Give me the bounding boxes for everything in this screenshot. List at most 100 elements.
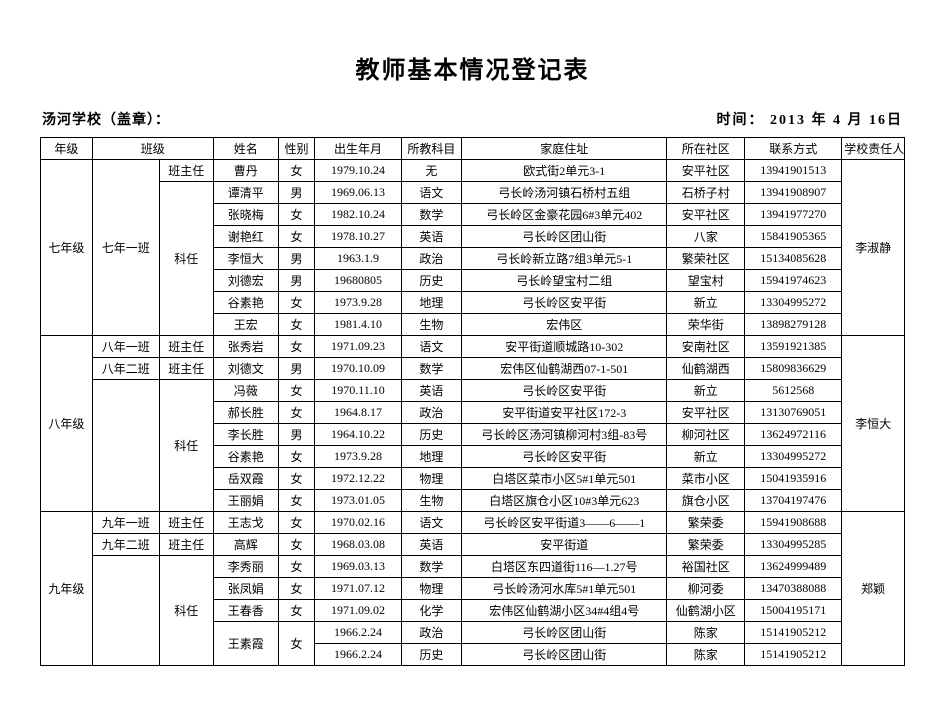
birth-cell: 1966.2.24 bbox=[315, 644, 401, 666]
subject-cell: 历史 bbox=[401, 424, 461, 446]
birth-cell: 1981.4.10 bbox=[315, 314, 401, 336]
table-row: 科任谭清平男1969.06.13语文弓长岭汤河镇石桥村五组石桥子村1394190… bbox=[41, 182, 905, 204]
gender-cell: 男 bbox=[278, 424, 315, 446]
responsible-cell: 郑颖 bbox=[842, 512, 905, 666]
phone-cell: 13470388088 bbox=[745, 578, 842, 600]
gender-cell: 男 bbox=[278, 182, 315, 204]
th-class: 班级 bbox=[92, 138, 213, 160]
grade-cell: 七年级 bbox=[41, 160, 93, 336]
name-cell: 岳双霞 bbox=[213, 468, 278, 490]
table-row: 科任李秀丽女1969.03.13数学白塔区东四道街116—1.27号裕国社区13… bbox=[41, 556, 905, 578]
th-name: 姓名 bbox=[213, 138, 278, 160]
community-cell: 繁荣委 bbox=[667, 534, 745, 556]
table-row: 九年级 九年一班 班主任 王志戈女1970.02.16语文弓长岭区安平街道3——… bbox=[41, 512, 905, 534]
responsible-cell: 李淑静 bbox=[842, 160, 905, 336]
community-cell: 安平社区 bbox=[667, 160, 745, 182]
name-cell: 王素霞 bbox=[213, 622, 278, 666]
birth-cell: 1969.03.13 bbox=[315, 556, 401, 578]
gender-cell: 女 bbox=[278, 336, 315, 358]
phone-cell: 13624999489 bbox=[745, 556, 842, 578]
phone-cell: 13591921385 bbox=[745, 336, 842, 358]
gender-cell: 女 bbox=[278, 534, 315, 556]
role-cell: 科任 bbox=[159, 556, 213, 666]
phone-cell: 13304995272 bbox=[745, 292, 842, 314]
gender-cell: 男 bbox=[278, 358, 315, 380]
gender-cell: 女 bbox=[278, 490, 315, 512]
gender-cell: 女 bbox=[278, 402, 315, 424]
community-cell: 安南社区 bbox=[667, 336, 745, 358]
teacher-table: 年级 班级 姓名 性别 出生年月 所教科目 家庭住址 所在社区 联系方式 学校责… bbox=[40, 137, 905, 666]
birth-cell: 1973.01.05 bbox=[315, 490, 401, 512]
th-community: 所在社区 bbox=[667, 138, 745, 160]
th-address: 家庭住址 bbox=[462, 138, 667, 160]
address-cell: 弓长岭汤河镇石桥村五组 bbox=[462, 182, 667, 204]
phone-cell: 15941974623 bbox=[745, 270, 842, 292]
th-birth: 出生年月 bbox=[315, 138, 401, 160]
gender-cell: 女 bbox=[278, 160, 315, 182]
gender-cell: 男 bbox=[278, 270, 315, 292]
phone-cell: 15809836629 bbox=[745, 358, 842, 380]
name-cell: 张秀岩 bbox=[213, 336, 278, 358]
phone-cell: 13941977270 bbox=[745, 204, 842, 226]
grade-cell: 八年级 bbox=[41, 336, 93, 512]
birth-cell: 1970.11.10 bbox=[315, 380, 401, 402]
subject-cell: 物理 bbox=[401, 578, 461, 600]
birth-cell: 1963.1.9 bbox=[315, 248, 401, 270]
birth-cell: 1979.10.24 bbox=[315, 160, 401, 182]
name-cell: 李秀丽 bbox=[213, 556, 278, 578]
community-cell: 柳河社区 bbox=[667, 424, 745, 446]
phone-cell: 15141905212 bbox=[745, 622, 842, 644]
subject-cell: 化学 bbox=[401, 600, 461, 622]
name-cell: 李恒大 bbox=[213, 248, 278, 270]
subject-cell: 英语 bbox=[401, 226, 461, 248]
header-row: 年级 班级 姓名 性别 出生年月 所教科目 家庭住址 所在社区 联系方式 学校责… bbox=[41, 138, 905, 160]
community-cell: 旗仓小区 bbox=[667, 490, 745, 512]
name-cell: 曹丹 bbox=[213, 160, 278, 182]
name-cell: 王丽娟 bbox=[213, 490, 278, 512]
role-cell: 班主任 bbox=[159, 534, 213, 556]
birth-cell: 1966.2.24 bbox=[315, 622, 401, 644]
name-cell: 谷素艳 bbox=[213, 292, 278, 314]
birth-cell: 1964.8.17 bbox=[315, 402, 401, 424]
name-cell: 高辉 bbox=[213, 534, 278, 556]
community-cell: 繁荣社区 bbox=[667, 248, 745, 270]
community-cell: 仙鹤湖西 bbox=[667, 358, 745, 380]
community-cell: 八家 bbox=[667, 226, 745, 248]
address-cell: 弓长岭区团山街 bbox=[462, 644, 667, 666]
address-cell: 白塔区菜市小区5#1单元501 bbox=[462, 468, 667, 490]
responsible-cell: 李恒大 bbox=[842, 336, 905, 512]
phone-cell: 13304995272 bbox=[745, 446, 842, 468]
birth-cell: 1971.09.23 bbox=[315, 336, 401, 358]
phone-cell: 13898279128 bbox=[745, 314, 842, 336]
subject-cell: 数学 bbox=[401, 556, 461, 578]
subject-cell: 地理 bbox=[401, 446, 461, 468]
community-cell: 新立 bbox=[667, 380, 745, 402]
subject-cell: 历史 bbox=[401, 644, 461, 666]
birth-cell: 1978.10.27 bbox=[315, 226, 401, 248]
address-cell: 安平街道 bbox=[462, 534, 667, 556]
role-cell: 班主任 bbox=[159, 160, 213, 182]
phone-cell: 13704197476 bbox=[745, 490, 842, 512]
address-cell: 弓长岭区安平街 bbox=[462, 292, 667, 314]
phone-cell: 15004195171 bbox=[745, 600, 842, 622]
gender-cell: 女 bbox=[278, 204, 315, 226]
subject-cell: 政治 bbox=[401, 402, 461, 424]
community-cell: 繁荣委 bbox=[667, 512, 745, 534]
phone-cell: 13624972116 bbox=[745, 424, 842, 446]
name-cell: 谭清平 bbox=[213, 182, 278, 204]
role-cell: 班主任 bbox=[159, 358, 213, 380]
name-cell: 刘德文 bbox=[213, 358, 278, 380]
name-cell: 谷素艳 bbox=[213, 446, 278, 468]
subject-cell: 生物 bbox=[401, 490, 461, 512]
phone-cell: 13941908907 bbox=[745, 182, 842, 204]
address-cell: 欧式街2单元3-1 bbox=[462, 160, 667, 182]
gender-cell: 男 bbox=[278, 248, 315, 270]
birth-cell: 1970.10.09 bbox=[315, 358, 401, 380]
phone-cell: 13304995285 bbox=[745, 534, 842, 556]
subject-cell: 英语 bbox=[401, 534, 461, 556]
address-cell: 弓长岭新立路7组3单元5-1 bbox=[462, 248, 667, 270]
subject-cell: 语文 bbox=[401, 336, 461, 358]
address-cell: 弓长岭区汤河镇柳河村3组-83号 bbox=[462, 424, 667, 446]
school-label: 汤河学校（盖章）： bbox=[42, 109, 170, 129]
subject-cell: 无 bbox=[401, 160, 461, 182]
